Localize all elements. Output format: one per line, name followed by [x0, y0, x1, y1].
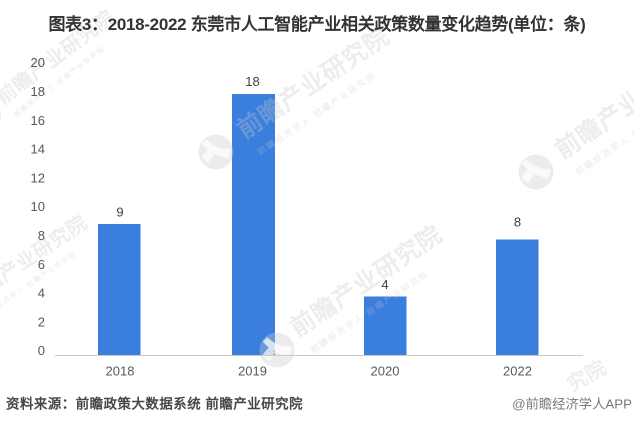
svg-text:18: 18	[31, 84, 45, 99]
svg-text:6: 6	[38, 257, 45, 272]
svg-text:2018: 2018	[106, 364, 135, 379]
svg-text:12: 12	[31, 170, 45, 185]
svg-text:10: 10	[31, 199, 45, 214]
svg-text:18: 18	[245, 74, 259, 89]
svg-text:16: 16	[31, 113, 45, 128]
svg-text:14: 14	[31, 142, 45, 157]
svg-text:20: 20	[31, 55, 45, 70]
svg-text:2020: 2020	[371, 364, 400, 379]
svg-text:资料来源：前瞻政策大数据系统 前瞻产业研究院: 资料来源：前瞻政策大数据系统 前瞻产业研究院	[6, 396, 303, 412]
svg-text:2: 2	[38, 314, 45, 329]
svg-text:8: 8	[38, 228, 45, 243]
svg-text:2022: 2022	[503, 364, 532, 379]
svg-text:4: 4	[381, 277, 388, 292]
svg-text:2019: 2019	[238, 364, 267, 379]
svg-text:4: 4	[38, 286, 45, 301]
svg-text:图表3：2018-2022 东莞市人工智能产业相关政策数量变: 图表3：2018-2022 东莞市人工智能产业相关政策数量变化趋势(单位：条)	[48, 14, 585, 34]
svg-text:8: 8	[514, 215, 521, 230]
svg-text:@前瞻经济学人APP: @前瞻经济学人APP	[512, 396, 632, 412]
svg-text:9: 9	[116, 205, 123, 220]
svg-text:0: 0	[38, 343, 45, 358]
